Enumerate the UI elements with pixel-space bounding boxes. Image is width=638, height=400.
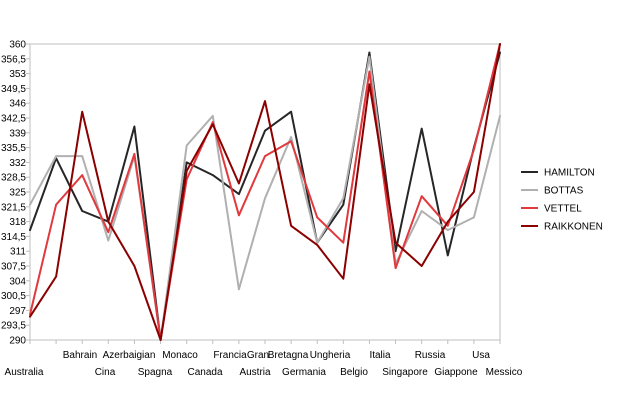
y-tick-label: 304: [9, 276, 26, 287]
legend-label-raikkonen: RAIKKONEN: [544, 222, 603, 233]
x-tick-label: Giappone: [434, 367, 478, 378]
x-tick-label: Canada: [187, 367, 222, 378]
y-tick-label: 335,5: [1, 143, 26, 154]
x-tick-label: Bretagna: [268, 350, 309, 361]
x-tick-label: Australia: [5, 367, 44, 378]
series-group: [29, 43, 501, 341]
y-tick-label: 307,5: [1, 262, 26, 273]
x-tick-label: Usa: [472, 350, 490, 361]
y-tick-label: 293,5: [1, 321, 26, 332]
plot-area: [29, 43, 501, 341]
x-tick-label: Francia: [213, 350, 247, 361]
y-tick-label: 342,5: [1, 114, 26, 125]
y-tick-label: 332: [9, 158, 26, 169]
x-tick-label: Monaco: [162, 350, 198, 361]
legend: HAMILTON BOTTAS VETTEL RAIKKONEN: [521, 168, 603, 233]
x-tick-label: Austria: [239, 367, 271, 378]
y-tick-label: 346: [9, 99, 26, 110]
x-axis: Australia Bahrain Cina Azerbaigian Spagna Mon…: [5, 340, 523, 378]
x-tick-label: Russia: [415, 350, 446, 361]
legend-label-hamilton: HAMILTON: [544, 168, 595, 179]
x-tick-label: Azerbaigian: [103, 350, 156, 361]
y-tick-label: 325: [9, 188, 26, 199]
y-tick-label: 290: [9, 336, 26, 347]
y-tick-label: 297: [9, 306, 26, 317]
x-tick-label: Messico: [486, 367, 523, 378]
y-tick-label: 300,5: [1, 291, 26, 302]
y-tick-label: 321,5: [1, 202, 26, 213]
y-tick-label: 356,5: [1, 54, 26, 65]
legend-label-vettel: VETTEL: [544, 204, 582, 215]
x-tick-label: Ungheria: [310, 350, 351, 361]
y-tick-label: 328,5: [1, 173, 26, 184]
series-line-vettel: [29, 43, 501, 341]
x-tick-label: Bahrain: [63, 350, 97, 361]
x-tick-label: Cina: [95, 367, 116, 378]
series-line-bottas: [29, 55, 501, 341]
x-tick-label: Singapore: [382, 367, 428, 378]
y-tick-label: 353: [9, 69, 26, 80]
x-tick-label: Italia: [369, 350, 391, 361]
x-tick-label: Gran: [247, 350, 269, 361]
y-tick-label: 318: [9, 217, 26, 228]
x-tick-label: Spagna: [138, 367, 173, 378]
y-tick-label: 360: [9, 40, 26, 51]
series-line-raikkonen: [29, 43, 501, 341]
y-axis: 360 356,5 353 349,5 346 342,5 339 335,5 332 328,5…: [1, 40, 30, 347]
legend-label-bottas: BOTTAS: [544, 186, 584, 197]
y-tick-label: 339: [9, 128, 26, 139]
x-tick-label: Germania: [282, 367, 326, 378]
y-tick-label: 314,5: [1, 232, 26, 243]
y-tick-label: 311: [10, 247, 26, 258]
y-tick-label: 349,5: [1, 84, 26, 95]
x-tick-label: Belgio: [340, 367, 368, 378]
